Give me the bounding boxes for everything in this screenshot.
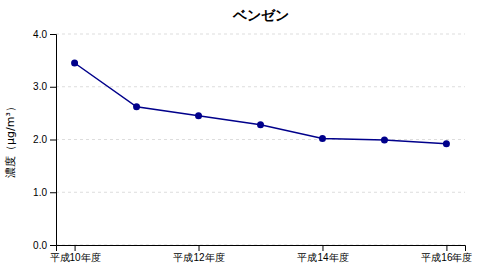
- x-tick-mark: [446, 245, 447, 251]
- y-tick-label: 1.0: [33, 187, 47, 198]
- point: [71, 60, 78, 67]
- point: [319, 135, 326, 142]
- x-tick-mark: [199, 245, 200, 251]
- x-tick-label: 平成10年度: [50, 252, 101, 263]
- y-tick-mark: [50, 34, 56, 35]
- x-tick-mark: [322, 245, 323, 251]
- grid: [56, 34, 465, 245]
- y-tick-label: 3.0: [33, 81, 47, 92]
- x-axis: 平成10年度 平成12年度 平成14年度 平成16年度: [50, 245, 473, 263]
- point: [195, 112, 202, 119]
- x-tick-label: 平成14年度: [297, 252, 348, 263]
- y-axis-title: 濃度（μg/m³）: [4, 101, 17, 178]
- y-tick-label: 2.0: [33, 134, 47, 145]
- grid-line: [56, 139, 465, 140]
- y-tick-label: 0.0: [33, 240, 47, 251]
- title: ベンゼン: [232, 7, 289, 23]
- x-tick-label: 平成12年度: [173, 252, 224, 263]
- point: [381, 137, 388, 144]
- grid-line: [56, 86, 465, 87]
- grid-line: [56, 192, 465, 193]
- point: [133, 103, 140, 110]
- y-tick-mark: [50, 245, 56, 246]
- point: [443, 140, 450, 147]
- point: [257, 121, 264, 128]
- marks: [71, 60, 450, 148]
- y-tick-label: 4.0: [33, 29, 47, 40]
- y-tick: 1.0: [33, 187, 56, 198]
- x-axis-line: [57, 246, 466, 252]
- x-tick-mark: [75, 245, 76, 251]
- grid-line: [56, 34, 465, 35]
- chart: 平成10年度 平成12年度 平成14年度 平成16年度 0.0 1.0 2.0 3.0 4.0 ベ…: [0, 0, 487, 275]
- y-tick: 0.0: [33, 240, 56, 251]
- x-tick: 平成16年度: [421, 245, 472, 263]
- x-tick-label: 平成16年度: [421, 252, 472, 263]
- y-tick-mark: [50, 192, 56, 193]
- x-tick: 平成12年度: [173, 245, 224, 263]
- y-tick: 3.0: [33, 81, 56, 92]
- y-axis: 0.0 1.0 2.0 3.0 4.0: [33, 29, 56, 251]
- plot: 平成10年度 平成12年度 平成14年度 平成16年度 0.0 1.0 2.0 3.0 4.0: [33, 29, 472, 263]
- y-tick-mark: [50, 140, 56, 141]
- x-tick: 平成14年度: [297, 245, 348, 263]
- y-tick: 2.0: [33, 134, 56, 145]
- x-tick: 平成10年度: [50, 245, 101, 263]
- line: [75, 63, 447, 144]
- y-axis-line: [50, 35, 57, 246]
- y-tick-mark: [50, 87, 56, 88]
- y-tick: 4.0: [33, 29, 56, 40]
